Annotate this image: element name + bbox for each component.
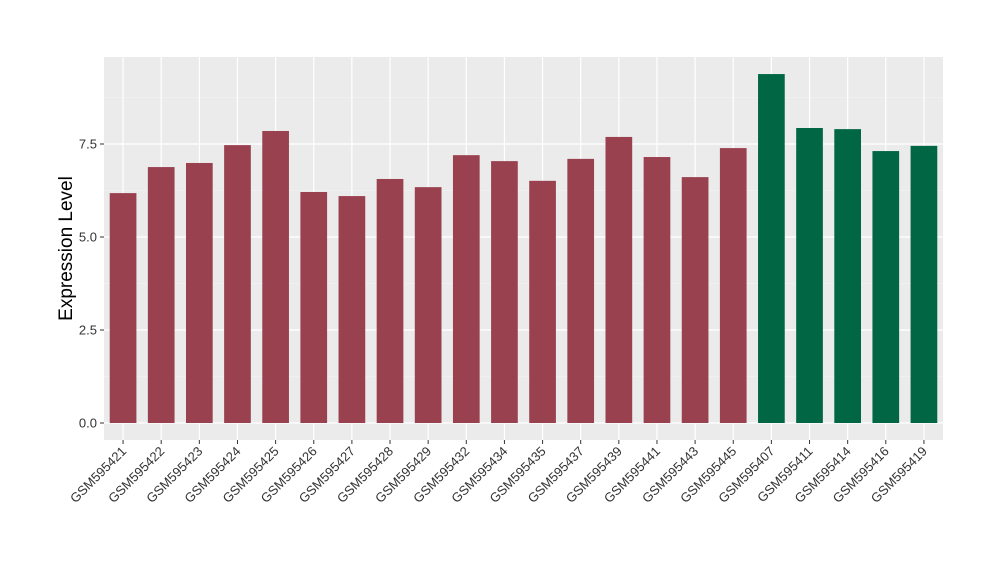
y-tick-label: 7.5 xyxy=(79,137,97,152)
bar-GSM595425 xyxy=(262,130,289,424)
bar-GSM595423 xyxy=(185,162,213,424)
bar-GSM595426 xyxy=(300,191,328,423)
y-axis-label: Expression Level xyxy=(56,176,77,321)
bar-GSM595428 xyxy=(376,178,404,423)
bar-GSM595434 xyxy=(491,161,518,423)
bar-GSM595435 xyxy=(529,180,556,423)
bar-GSM595441 xyxy=(643,157,671,423)
bar-GSM595416 xyxy=(872,151,900,423)
bar-GSM595414 xyxy=(834,129,862,423)
bar-GSM595445 xyxy=(719,148,747,424)
bar-GSM595439 xyxy=(605,136,633,423)
bar-GSM595411 xyxy=(796,128,823,423)
bar-GSM595422 xyxy=(147,167,175,423)
bar-GSM595429 xyxy=(414,187,442,423)
bar-GSM595437 xyxy=(567,158,595,423)
bar-GSM595432 xyxy=(452,155,480,423)
bar-GSM595443 xyxy=(681,177,709,423)
bar-GSM595424 xyxy=(224,145,251,423)
bar-GSM595407 xyxy=(758,74,785,424)
y-tick-label: 5.0 xyxy=(79,230,97,245)
y-tick-label: 0.0 xyxy=(79,416,97,431)
y-tick-label: 2.5 xyxy=(79,323,97,338)
x-axis: GSM595421GSM595422GSM595423GSM595424GSM5… xyxy=(67,440,930,506)
bar-GSM595421 xyxy=(109,193,137,423)
bars xyxy=(109,74,938,424)
bar-GSM595427 xyxy=(338,196,366,423)
bar-GSM595419 xyxy=(910,145,938,424)
y-axis: 0.0 2.5 5.0 7.5 xyxy=(79,137,104,431)
